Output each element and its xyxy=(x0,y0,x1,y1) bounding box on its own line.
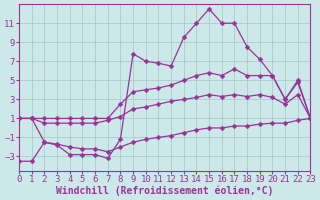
X-axis label: Windchill (Refroidissement éolien,°C): Windchill (Refroidissement éolien,°C) xyxy=(56,185,274,196)
